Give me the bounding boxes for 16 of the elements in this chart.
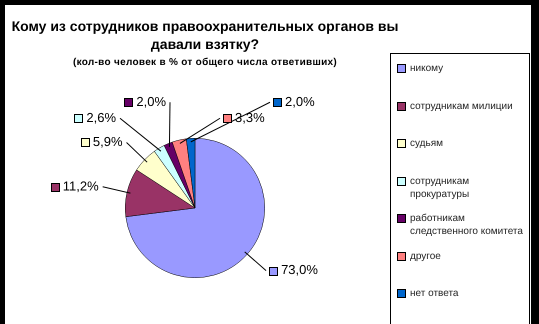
data-label: 2,0% [136,94,166,109]
data-label: 2,0% [285,94,316,109]
chart-subtitle: (кол-во человек в % от общего числа ответивших) [72,57,338,68]
legend-label: сотрудникам прокуратуры [410,174,470,200]
legend-label: судьям [410,137,444,150]
data-label: 73,0% [281,262,318,278]
data-label: 5,9% [92,134,123,150]
legend-label: работникам следственного комитета [410,212,524,238]
chart-title: Кому из сотрудников правоохранительных органов вы давали взятку? [10,17,400,53]
data-label: 3,3% [235,110,266,125]
legend-label: другое [410,250,441,262]
legend-label: никому [410,62,444,75]
data-label: 11,2% [62,178,100,194]
legend-label: сотрудникам милиции [410,100,513,112]
legend-label: нет ответа [410,287,458,300]
data-label: 2,6% [86,110,116,125]
